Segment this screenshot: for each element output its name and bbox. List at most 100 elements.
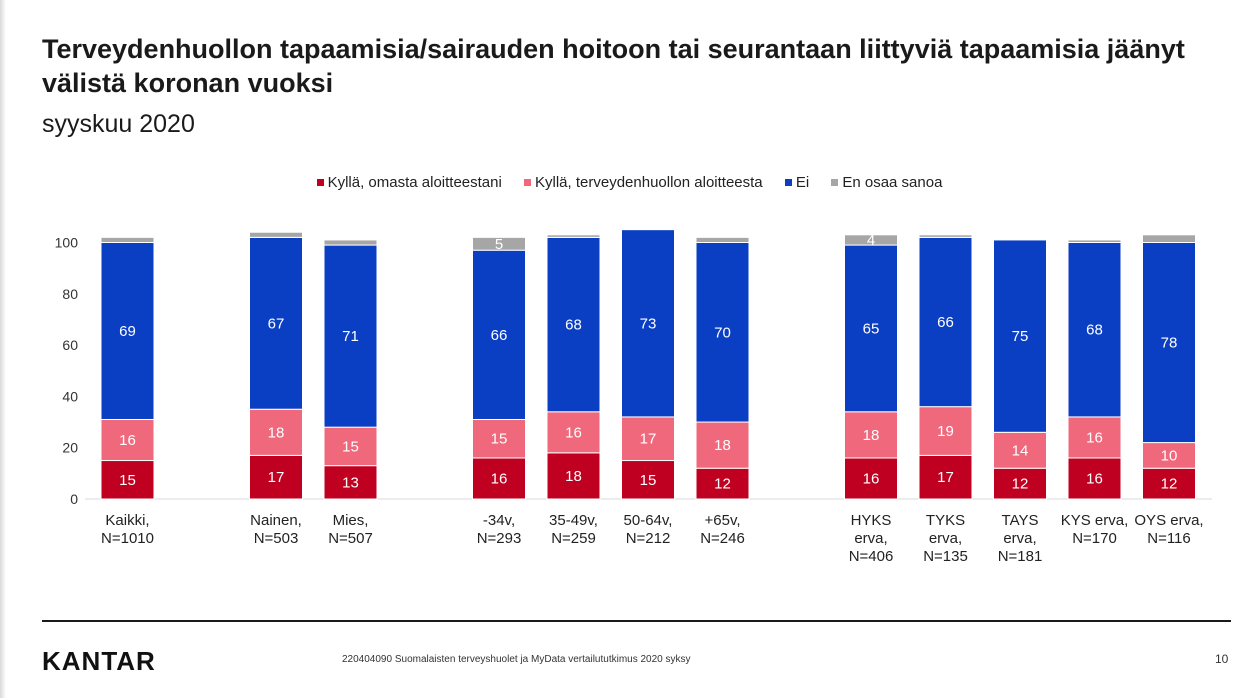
x-tick-label: +65v,	[705, 512, 741, 529]
x-tick-label: erva,	[1003, 530, 1036, 547]
data-label: 12	[1012, 476, 1029, 493]
legend-item-own-initiative: Kyllä, omasta aloitteestani	[316, 174, 502, 191]
bar-segment	[472, 236, 526, 251]
bar-segment	[621, 416, 675, 462]
footer-divider	[42, 620, 1231, 622]
legend-label: Ei	[795, 174, 810, 191]
x-tick-label: N=246	[700, 530, 745, 547]
page-title: Terveydenhuollon tapaamisia/sairauden ho…	[42, 34, 1185, 98]
data-label: 73	[640, 315, 657, 332]
data-label: 16	[565, 424, 582, 441]
data-label: 71	[342, 328, 359, 345]
data-label: 67	[268, 315, 285, 332]
bar-segment	[1067, 416, 1122, 459]
x-tick-label: N=503	[254, 530, 299, 547]
legend-swatch	[524, 178, 531, 186]
chart-legend: Kyllä, omasta aloitteestani Kyllä, terve…	[0, 174, 1259, 191]
data-label: 78	[1161, 335, 1178, 352]
data-label: 18	[268, 424, 285, 441]
data-label: 18	[714, 437, 731, 454]
bar-segment	[1067, 239, 1122, 244]
x-tick-label: 35-49v,	[549, 512, 598, 529]
slide-edge-shadow	[0, 0, 6, 698]
bar-segment	[695, 421, 750, 469]
data-label: 17	[640, 431, 657, 448]
bar-segment	[472, 249, 526, 420]
bar-segment	[472, 457, 526, 500]
bar-segment	[546, 236, 601, 413]
data-label: 16	[119, 432, 136, 449]
bar-segment	[249, 236, 303, 410]
bar-segment	[695, 236, 750, 243]
data-label: 18	[565, 468, 582, 485]
bar-segment	[621, 229, 675, 418]
x-tick-label: N=507	[328, 530, 373, 547]
bar-segment	[100, 236, 155, 243]
bar-segment	[993, 239, 1047, 433]
x-tick-label: N=293	[477, 530, 522, 547]
legend-item-no: Ei	[784, 174, 810, 191]
bar-segment	[918, 454, 973, 500]
legend-label: Kyllä, omasta aloitteestani	[327, 174, 502, 191]
bar-segment	[844, 457, 898, 500]
x-tick-label: N=212	[626, 530, 671, 547]
data-label: 14	[1012, 442, 1029, 459]
bar-segment	[100, 418, 155, 462]
x-tick-label: N=406	[849, 548, 894, 565]
legend-label: Kyllä, terveydenhuollon aloitteesta	[535, 174, 763, 191]
data-label: 65	[863, 320, 880, 337]
data-label: 16	[1086, 470, 1103, 487]
kantar-logo: KANTAR	[42, 646, 156, 676]
bar-segment	[993, 431, 1047, 469]
data-label: 5	[495, 236, 503, 253]
data-label: 18	[863, 427, 880, 444]
x-tick-label: N=1010	[101, 530, 154, 547]
data-label: 69	[119, 323, 136, 340]
data-label: 16	[491, 470, 508, 487]
bar-segment	[1142, 467, 1196, 500]
data-label: 13	[342, 474, 359, 491]
legend-swatch	[831, 178, 839, 186]
data-label: 15	[342, 438, 359, 455]
data-label: 15	[640, 472, 657, 489]
data-label: 10	[1161, 447, 1178, 464]
x-tick-label: KYS erva,	[1061, 512, 1129, 529]
page-number: 10	[1215, 652, 1229, 666]
bar-segment	[1142, 442, 1196, 469]
bar-segment	[249, 454, 303, 500]
bar-segment	[323, 244, 378, 428]
y-tick-label: 0	[70, 491, 78, 507]
bar-segment	[249, 231, 303, 238]
data-label: 17	[937, 469, 954, 486]
y-tick-label: 20	[62, 440, 78, 456]
legend-swatch	[784, 178, 792, 186]
data-label: 70	[714, 324, 731, 341]
legend-label: En osaa sanoa	[842, 174, 943, 191]
page-subtitle: syyskuu 2020	[42, 110, 195, 138]
bar-segment	[546, 234, 601, 238]
x-tick-label: N=135	[923, 548, 968, 565]
bar-segment	[993, 467, 1047, 500]
x-tick-label: N=181	[998, 548, 1043, 565]
data-label: 15	[491, 431, 508, 448]
x-tick-label: Kaikki,	[105, 512, 149, 529]
x-tick-label: -34v,	[483, 512, 515, 529]
data-label: 66	[937, 314, 954, 331]
bar-segment	[844, 234, 898, 246]
data-label: 16	[1086, 429, 1103, 446]
y-tick-label: 60	[62, 337, 78, 353]
data-label: 17	[268, 469, 285, 486]
legend-item-dont-know: En osaa sanoa	[831, 174, 942, 191]
x-tick-label: Nainen,	[250, 512, 302, 529]
y-tick-label: 40	[62, 388, 78, 404]
x-tick-label: erva,	[854, 530, 887, 547]
data-label: 68	[565, 317, 582, 334]
bar-segment	[844, 244, 898, 413]
footer-study-text: 220404090 Suomalaisten terveyshuolet ja …	[342, 654, 691, 665]
x-tick-label: N=170	[1072, 530, 1117, 547]
x-tick-label: N=116	[1147, 530, 1191, 547]
data-label: 66	[491, 327, 508, 344]
bar-segment	[546, 411, 601, 454]
bar-segment	[1142, 234, 1196, 244]
bar-segment	[918, 406, 973, 456]
